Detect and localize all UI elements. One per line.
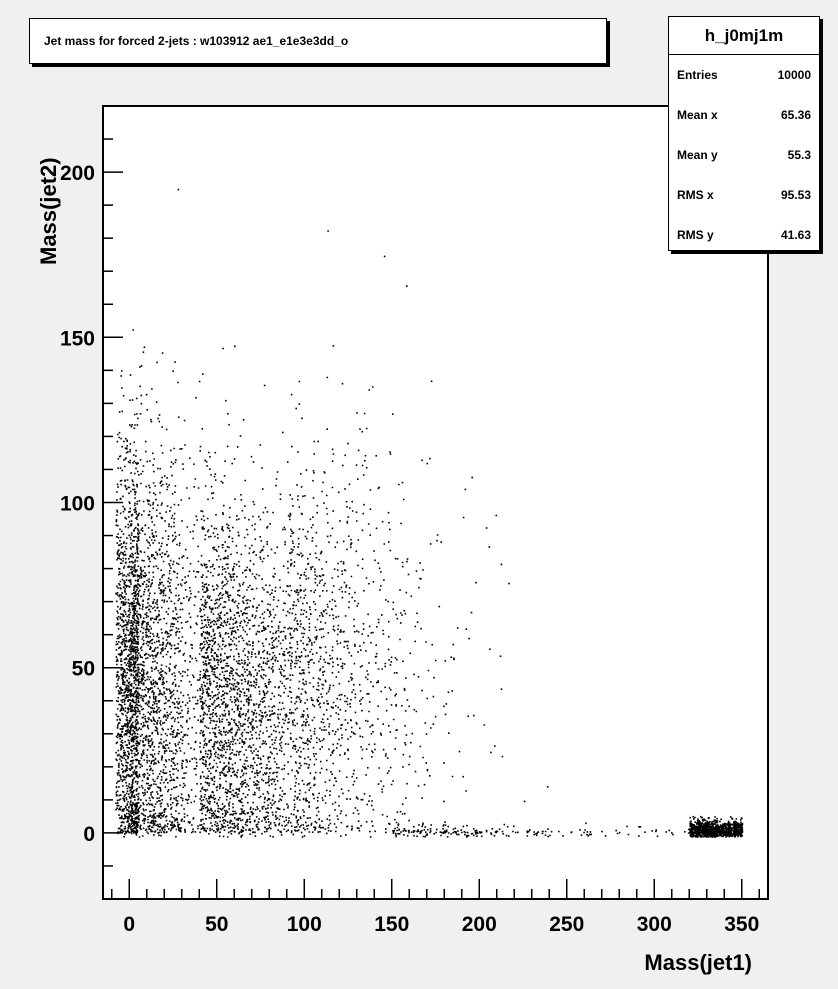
- stats-value: 41.63: [780, 228, 811, 242]
- stats-row-rms-x: RMS x 95.53: [669, 175, 819, 215]
- x-tick-label: 50: [205, 913, 228, 936]
- x-tick-label: 250: [549, 913, 584, 936]
- stats-value: 10000: [777, 68, 811, 82]
- x-axis-label: Mass(jet1): [644, 950, 752, 975]
- y-tick-label: 0: [83, 823, 95, 846]
- stats-label: RMS y: [677, 228, 714, 242]
- y-tick-label: 150: [60, 327, 95, 350]
- chart-title: Jet mass for forced 2-jets : w103912 ae1…: [29, 18, 607, 64]
- stats-row-mean-y: Mean y 55.3: [669, 135, 819, 175]
- x-tick-label: 100: [287, 913, 322, 936]
- stats-row-entries: Entries 10000: [669, 55, 819, 95]
- stats-value: 55.3: [787, 148, 811, 162]
- y-axis: 0 50 100 150 200: [60, 138, 123, 900]
- stats-row-rms-y: RMS y 41.63: [669, 215, 819, 255]
- x-tick-label: 0: [123, 913, 135, 936]
- y-tick-label: 50: [72, 658, 95, 681]
- stats-value: 65.36: [780, 108, 811, 122]
- stats-row-mean-x: Mean x 65.36: [669, 95, 819, 135]
- y-tick-label: 200: [60, 162, 95, 185]
- stats-label: Mean y: [677, 148, 718, 162]
- x-tick-label: 350: [724, 913, 759, 936]
- y-tick-label: 100: [60, 493, 95, 516]
- stats-box: h_j0mj1m Entries 10000 Mean x 65.36 Mean…: [668, 16, 820, 251]
- x-tick-label: 200: [462, 913, 497, 936]
- y-axis-label: Mass(jet2): [36, 157, 61, 265]
- stats-label: Entries: [677, 68, 718, 82]
- x-tick-label: 300: [637, 913, 672, 936]
- x-tick-label: 150: [374, 913, 409, 936]
- stats-label: RMS x: [677, 188, 714, 202]
- stats-label: Mean x: [677, 108, 718, 122]
- stats-value: 95.53: [780, 188, 811, 202]
- stats-histogram-name: h_j0mj1m: [669, 17, 819, 55]
- x-axis: 0 50 100 150 200 250 300 350: [111, 879, 760, 936]
